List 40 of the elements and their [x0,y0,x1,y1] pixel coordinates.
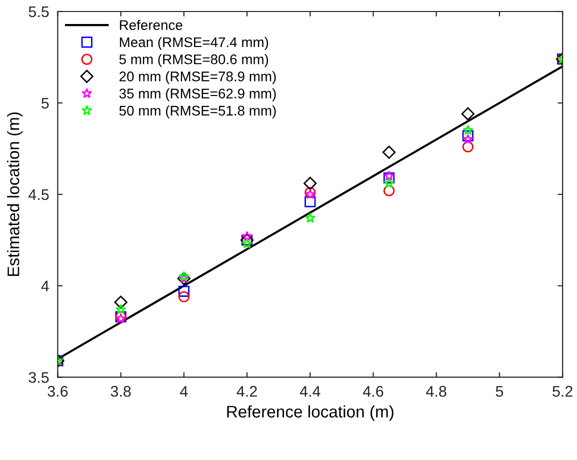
x-tick-label: 4.8 [426,386,446,397]
point [242,230,252,242]
point [384,170,394,181]
point [115,304,126,314]
x-tick-label: 3.6 [48,386,68,397]
x-tick-label: 5.2 [552,386,572,397]
point [242,238,252,248]
point [178,291,190,302]
y-tick-label: 4.5 [28,189,49,200]
x-tick-label: 4 [180,386,188,397]
legend-label: 35 mm (RMSE=62.9 mm) [119,88,276,102]
point [462,141,474,152]
x-tick-label: 4.2 [236,386,257,397]
point [461,107,474,120]
x-tick-label: 3.8 [110,386,131,397]
point [114,296,128,309]
point [304,212,316,223]
legend-label: 20 mm (RMSE=78.9 mm) [120,71,276,84]
point [178,286,190,297]
legend-label: 50 mm (RMSE=51.8 mm) [119,105,276,118]
point [384,178,394,188]
y-tick-label: 5 [41,98,49,109]
legend-label: Mean (RMSE=47.4 mm) [120,36,268,50]
x-tick-label: 4.6 [362,386,384,397]
x-tick-label: 5 [496,386,504,397]
legend-label: Reference [120,20,182,30]
point [304,196,316,208]
point [304,176,317,190]
x-tick-label: 4.4 [300,386,320,397]
y-tick-label: 5.5 [28,6,49,18]
point [462,134,474,144]
point [462,124,474,135]
x-axis-title: Reference location (m) [227,405,394,421]
y-tick-label: 3.5 [28,372,49,383]
y-tick-label: 4 [41,280,49,292]
point [383,172,395,184]
point [462,130,474,142]
point [382,146,396,159]
y-axis-title: Estimated location (m) [7,112,23,276]
legend-label: 5 mm (RMSE=80.6 mm) [119,54,268,67]
